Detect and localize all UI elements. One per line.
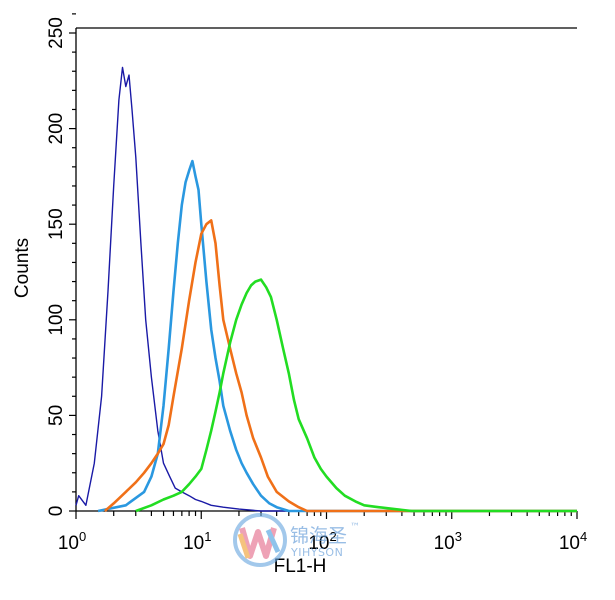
series-line-orange	[104, 219, 577, 513]
watermark-trademark: ™	[350, 522, 360, 533]
y-tick-label: 200	[46, 113, 67, 145]
y-tick-label: 150	[46, 208, 67, 240]
y-tick-label: 250	[46, 17, 67, 49]
y-tick-label: 0	[46, 506, 67, 517]
series-line-blue	[97, 159, 577, 513]
watermark-logo: 锦海圣 ™ YIHYSON	[233, 513, 360, 567]
y-axis-title: Counts	[12, 238, 33, 298]
x-tick-label: 101	[183, 529, 211, 554]
watermark-brand-en: YIHYSON	[290, 546, 343, 559]
x-tick-label: 104	[559, 529, 587, 554]
y-tick-label: 100	[46, 304, 67, 336]
x-tick-label: 103	[434, 529, 462, 554]
x-tick-label: 100	[58, 529, 86, 554]
series-line-control	[75, 66, 577, 512]
x-axis-title: FL1-H	[274, 556, 327, 577]
x-tick-label: 102	[308, 529, 336, 554]
y-axis-ticks: 0 50 100 150 200 250	[46, 13, 76, 517]
watermark-emblem	[233, 513, 287, 567]
y-tick-label: 50	[46, 405, 67, 426]
x-axis-ticks: 100 101 102 103 104	[58, 511, 587, 554]
watermark-brand-cn: 锦海圣	[290, 525, 347, 547]
series-layer	[75, 66, 577, 513]
series-line-green	[135, 278, 577, 513]
